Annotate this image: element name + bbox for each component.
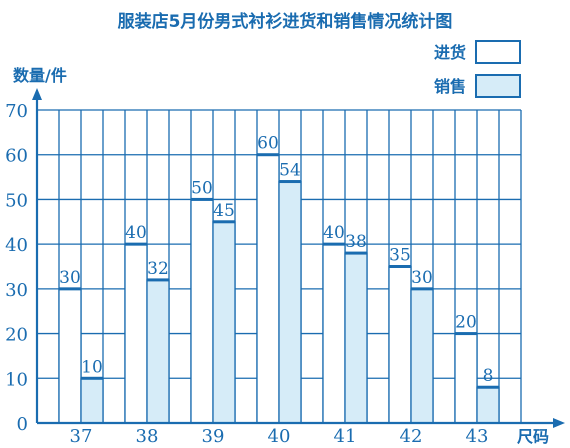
tick-labels: 0 10 20 30 40 50 60 70 37 38 39 40 41 42 43 bbox=[5, 101, 488, 447]
data-label-sales: 30 bbox=[411, 268, 433, 288]
data-label-purchase: 50 bbox=[191, 178, 213, 198]
bar-sales bbox=[278, 180, 302, 424]
bar-top-sales bbox=[411, 287, 433, 291]
bar-top-sales bbox=[345, 251, 367, 255]
x-tick-label: 38 bbox=[136, 426, 159, 447]
data-label-purchase: 60 bbox=[257, 134, 279, 154]
y-tick-label: 60 bbox=[5, 146, 28, 167]
bars bbox=[58, 153, 500, 424]
legend-swatch-purchase bbox=[475, 40, 521, 64]
axes bbox=[32, 88, 565, 428]
bar-top-purchase bbox=[191, 197, 213, 201]
bar-top-purchase bbox=[257, 153, 279, 157]
x-tick-label: 42 bbox=[400, 426, 423, 447]
bar-sales bbox=[212, 221, 236, 424]
data-label-sales: 10 bbox=[81, 357, 103, 377]
y-tick-label: 10 bbox=[5, 369, 28, 390]
data-label-sales: 8 bbox=[483, 366, 494, 386]
bar-purchase bbox=[190, 198, 214, 424]
bar-top-sales bbox=[477, 385, 499, 389]
bar-purchase bbox=[388, 265, 412, 424]
data-label-sales: 32 bbox=[147, 259, 169, 279]
bar-top-purchase bbox=[455, 332, 477, 336]
y-tick-label: 0 bbox=[17, 414, 28, 435]
y-axis-arrow bbox=[32, 88, 42, 100]
x-tick-label: 43 bbox=[466, 426, 489, 447]
chart-title: 服装店5月份男式衬衫进货和销售情况统计图 bbox=[118, 11, 453, 32]
bar-purchase bbox=[322, 243, 346, 424]
bar-top-sales bbox=[279, 180, 301, 184]
x-axis-label: 尺码 bbox=[517, 427, 549, 446]
data-label-purchase: 20 bbox=[455, 313, 477, 333]
y-tick-label: 50 bbox=[5, 190, 28, 211]
data-label-sales: 54 bbox=[279, 161, 301, 181]
bar-sales bbox=[344, 252, 368, 424]
bar-sales bbox=[410, 288, 434, 424]
data-label-sales: 38 bbox=[345, 232, 367, 252]
x-tick-label: 39 bbox=[202, 426, 225, 447]
legend: 进货 销售 bbox=[434, 40, 521, 98]
data-label-purchase: 40 bbox=[125, 223, 147, 243]
x-tick-label: 40 bbox=[268, 426, 291, 447]
bar-top-purchase bbox=[125, 242, 147, 246]
bar-purchase bbox=[58, 288, 82, 424]
data-label-purchase: 40 bbox=[323, 223, 345, 243]
bar-top-purchase bbox=[323, 242, 345, 246]
bar-top-sales bbox=[81, 376, 103, 380]
y-tick-label: 70 bbox=[5, 101, 28, 122]
x-tick-label: 37 bbox=[70, 426, 93, 447]
bar-sales bbox=[80, 377, 104, 424]
bar-top-sales bbox=[147, 278, 169, 282]
bar-purchase bbox=[256, 154, 280, 424]
legend-label-purchase: 进货 bbox=[434, 43, 466, 62]
data-label-purchase: 35 bbox=[389, 246, 411, 266]
x-tick-label: 41 bbox=[334, 426, 357, 447]
bar-top-purchase bbox=[389, 265, 411, 268]
bar-sales bbox=[146, 279, 170, 424]
x-axis-arrow bbox=[553, 418, 565, 428]
legend-swatch-sales bbox=[475, 74, 521, 98]
bar-purchase bbox=[124, 243, 148, 424]
data-label-purchase: 30 bbox=[59, 268, 81, 288]
y-axis-label: 数量/件 bbox=[13, 66, 67, 85]
bar-purchase bbox=[454, 332, 478, 424]
y-tick-label: 30 bbox=[5, 280, 28, 301]
legend-label-sales: 销售 bbox=[434, 77, 466, 96]
bar-top-sales bbox=[213, 220, 235, 224]
data-label-sales: 45 bbox=[213, 201, 235, 221]
y-tick-label: 20 bbox=[5, 325, 28, 346]
bar-sales bbox=[476, 386, 500, 424]
bar-top-purchase bbox=[59, 287, 81, 291]
y-tick-label: 40 bbox=[5, 235, 28, 256]
